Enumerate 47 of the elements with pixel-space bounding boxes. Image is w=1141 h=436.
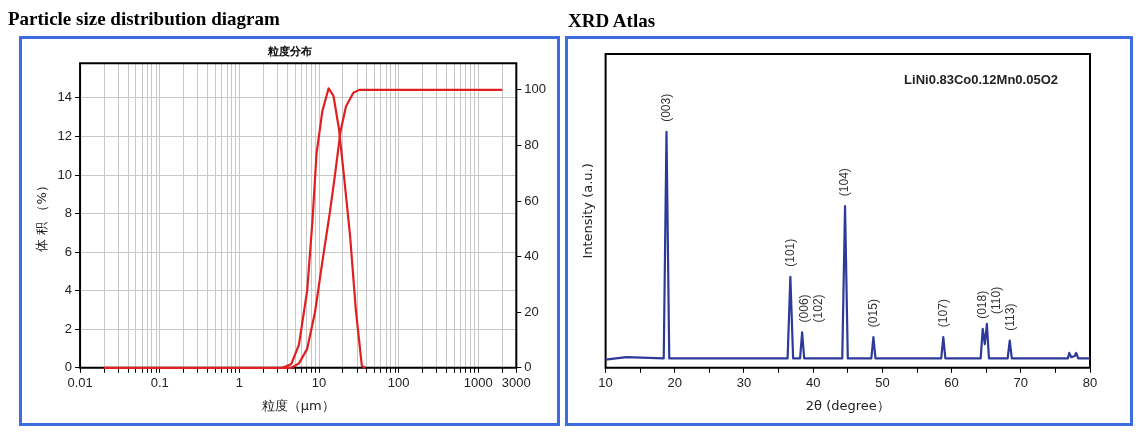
x-tick-label: 10 <box>598 375 613 391</box>
y-tick-label: 6 <box>64 243 73 259</box>
y2-tick-label: 0 <box>524 359 532 375</box>
annotation: (102) <box>810 294 825 323</box>
y2-tick-label: 40 <box>524 248 539 264</box>
y-tick-label: 10 <box>57 166 73 182</box>
y-axis-title: 体 积 （%） <box>34 179 50 252</box>
x-tick-label: 40 <box>805 375 821 391</box>
x-tick-label: 60 <box>944 375 959 391</box>
x-tick-label: 30 <box>736 375 752 391</box>
x-tick-label: 3000 <box>501 375 531 391</box>
annotation: (018) <box>975 290 990 319</box>
y-axis-title: Intensity (a.u.) <box>580 163 596 259</box>
y-tick-label: 0 <box>64 359 73 375</box>
annotation: (015) <box>865 299 880 328</box>
x-tick-label: 100 <box>387 375 410 391</box>
chart-title: XRD Atlas <box>568 10 656 32</box>
x-tick-label: 50 <box>875 375 890 391</box>
x-tick-label: 0.01 <box>67 375 93 391</box>
y2-tick-label: 60 <box>524 192 539 208</box>
annotation: (113) <box>1003 303 1018 331</box>
x-tick-label: 0.1 <box>150 375 169 391</box>
x-tick-label: 1 <box>235 375 243 391</box>
annotation: (110) <box>989 286 1004 314</box>
y-tick-label: 12 <box>57 128 73 144</box>
annotation: (003) <box>658 93 673 122</box>
text: LiNi0.83Co0.12Mn0.05O2 <box>904 72 1058 88</box>
chart-subtitle: 粒度分布 <box>267 45 312 59</box>
x-tick-label: 20 <box>667 375 683 391</box>
y-tick-label: 14 <box>57 89 73 105</box>
annotation: (104) <box>837 168 852 197</box>
x-tick-label: 80 <box>1082 375 1098 391</box>
x-axis-title: 2θ (degree） <box>805 397 890 413</box>
x-tick-label: 70 <box>1013 375 1029 391</box>
chart-title: Particle size distribution diagram <box>8 8 280 30</box>
annotation: (006) <box>796 294 811 323</box>
y-tick-label: 4 <box>64 282 73 298</box>
x-tick-label: 1000 <box>463 375 493 391</box>
annotation: (101) <box>782 238 797 267</box>
y-tick-label: 8 <box>64 205 73 221</box>
x-tick-label: 10 <box>311 375 327 391</box>
annotation: (107) <box>935 299 950 328</box>
y-tick-label: 2 <box>64 320 73 336</box>
y2-tick-label: 20 <box>524 303 539 319</box>
y2-tick-label: 80 <box>524 137 539 153</box>
y2-tick-label: 100 <box>524 81 547 97</box>
x-axis-title: 粒度（μm） <box>261 397 335 413</box>
